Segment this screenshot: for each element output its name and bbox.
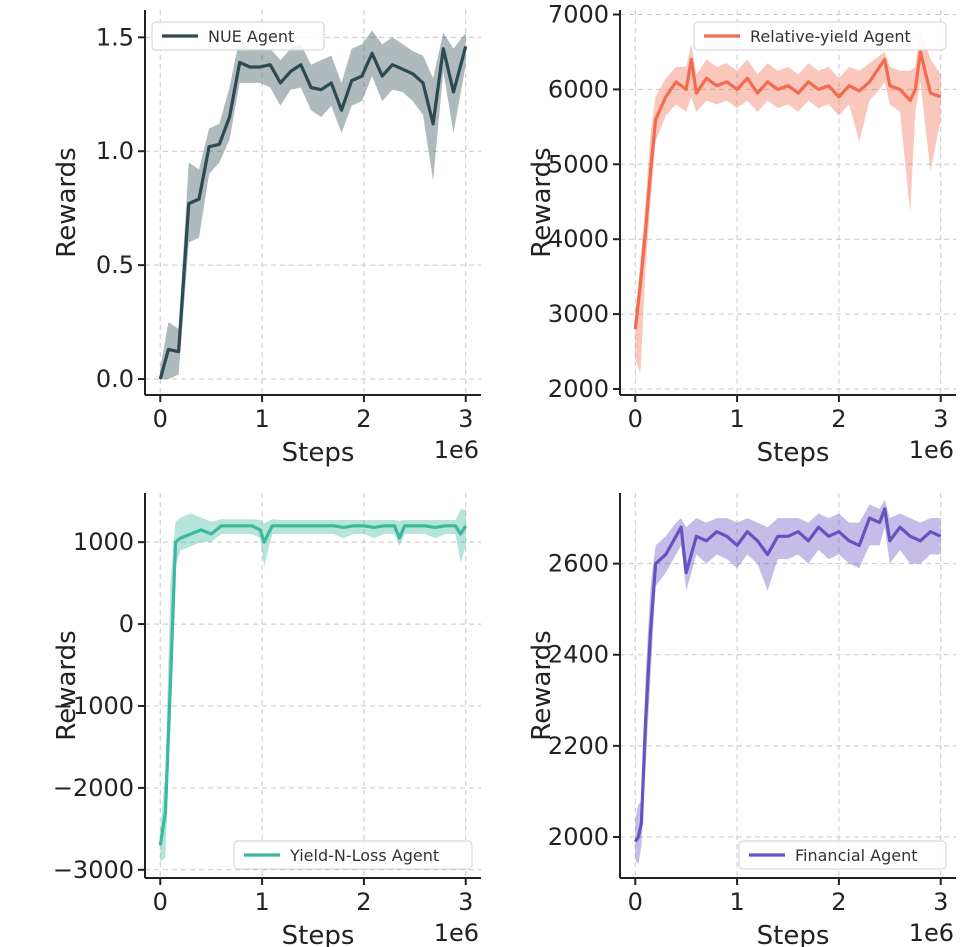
y-tick-label: −3000 [53,856,134,884]
y-tick-label: −1000 [53,692,134,720]
y-tick-label: 7000 [548,0,609,28]
series-line [633,507,942,843]
y-axis-label: Rewards [52,630,82,740]
legend-box [693,21,947,51]
x-tick-label: 3 [933,405,948,433]
confidence-band [160,509,466,862]
x-axis-label: Steps [757,438,830,468]
y-tick-label: 1.0 [96,137,134,165]
x-tick-label: 0 [628,405,643,433]
y-tick-label: 1.5 [96,23,134,51]
series-line [158,45,468,380]
legend-label: Yield-N-Loss Agent [289,846,439,865]
legend-label: Relative-yield Agent [750,27,911,46]
x-multiplier-label: 1e6 [434,919,479,947]
legend-label: NUE Agent [208,27,294,46]
x-tick-label: 2 [356,405,371,433]
legend: NUE Agent [151,21,325,51]
x-tick-label: 2 [831,888,846,916]
y-tick-label: 6000 [548,75,609,103]
chart-panel-1: 0 1 2 3 0.0 0.5 1.0 1.5 Steps Rewards 1e6 NUE Agent [52,10,481,468]
y-tick-label: 5000 [548,150,609,178]
legend-label: Financial Agent [795,846,918,865]
y-tick-label: 2000 [548,823,609,851]
chart-panel-2: 0 1 2 3 2000 3000 4000 5000 6000 7000 Steps Rewards… [527,0,956,468]
legend-box [738,840,947,870]
x-axis-label: Steps [282,438,355,468]
x-tick-label: 3 [458,405,473,433]
y-axis-label: Rewards [527,147,557,257]
x-tick-label: 3 [933,888,948,916]
x-tick-label: 2 [356,888,371,916]
y-tick-label: 0.5 [96,251,134,279]
y-tick-label: 0 [119,610,134,638]
x-tick-label: 1 [729,888,744,916]
y-tick-label: 2000 [548,375,609,403]
y-tick-label: 4000 [548,225,609,253]
chart-panel-3: 0 1 2 3 −3000 −2000 −1000 0 1000 Steps Rewards 1e6 Y… [52,493,481,947]
y-tick-label: 1000 [73,528,134,556]
legend: Relative-yield Agent [693,21,947,51]
series-line [633,50,942,330]
legend-box [233,840,473,870]
x-tick-label: 0 [153,405,168,433]
x-tick-label: 0 [628,888,643,916]
y-tick-label: 0.0 [96,365,134,393]
series-line [158,524,468,846]
x-axis-label: Steps [757,921,830,947]
legend-box [151,21,325,51]
x-multiplier-label: 1e6 [909,919,954,947]
x-tick-label: 1 [254,405,269,433]
chart-panel-4: 0 1 2 3 2000 2200 2400 2600 Steps Rewards 1e6 Finan… [527,493,956,947]
confidence-band [635,29,941,374]
confidence-band [635,499,941,865]
x-multiplier-label: 1e6 [434,436,479,464]
y-tick-label: −2000 [53,774,134,802]
x-tick-label: 1 [254,888,269,916]
y-axis-label: Rewards [527,630,557,740]
y-tick-label: 2400 [548,641,609,669]
y-axis-label: Rewards [52,147,82,257]
y-tick-label: 2600 [548,550,609,578]
x-tick-label: 0 [153,888,168,916]
x-tick-label: 2 [831,405,846,433]
legend: Financial Agent [738,840,947,870]
legend: Yield-N-Loss Agent [233,840,473,870]
y-tick-label: 3000 [548,300,609,328]
x-tick-label: 1 [729,405,744,433]
x-multiplier-label: 1e6 [909,436,954,464]
confidence-band [160,30,466,380]
y-tick-label: 2200 [548,732,609,760]
x-axis-label: Steps [282,921,355,947]
x-tick-label: 3 [458,888,473,916]
